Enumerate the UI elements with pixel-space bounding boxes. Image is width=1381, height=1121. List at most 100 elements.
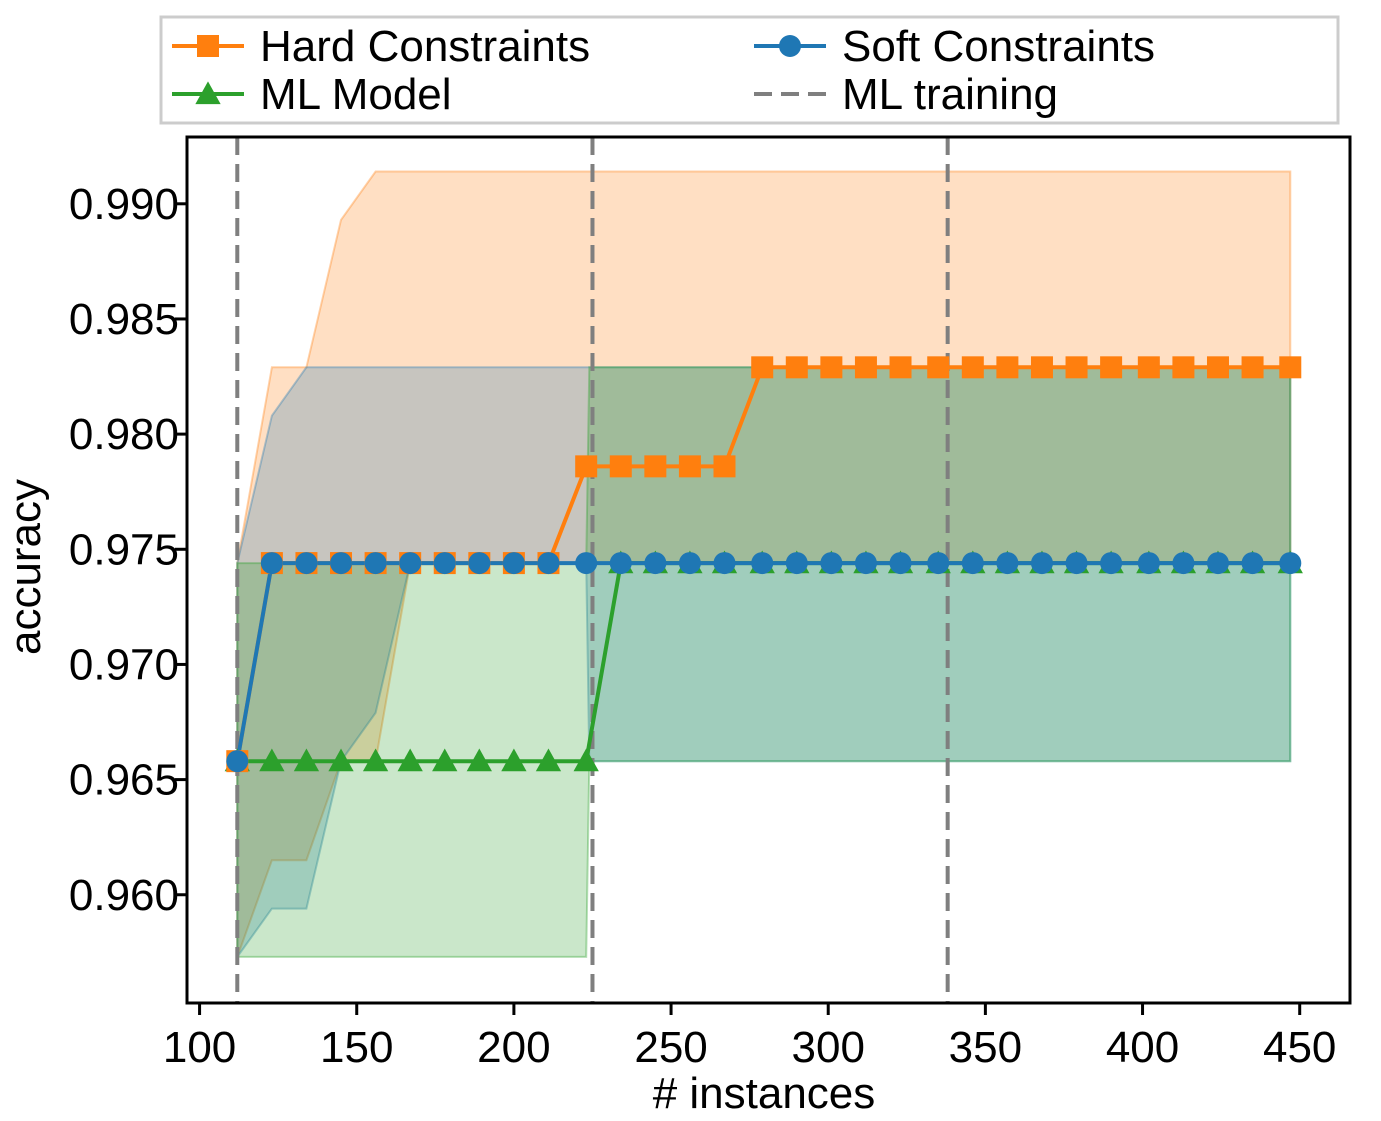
hard-constraints-point [1206,356,1229,379]
soft-constraints-point [399,552,422,575]
ml-model-point [573,748,599,772]
x-tick-label: 300 [792,1023,865,1072]
ml-model-point [328,748,354,772]
hard-constraints-point [854,356,877,379]
soft-constraints-point [1206,552,1229,575]
y-tick-label: 0.985 [69,295,179,344]
x-tick-label: 250 [634,1023,707,1072]
hard-constraints-point [785,356,808,379]
soft-constraints-point [820,552,843,575]
soft-constraints-point [927,552,950,575]
legend-marker [195,81,221,105]
legend-entry-ml-training: ML training [754,70,1058,119]
legend-label: ML Model [260,70,452,119]
ml-model-point [293,748,320,772]
soft-constraints-point [502,552,525,575]
x-tick-label: 450 [1263,1023,1336,1072]
x-tick-label: 400 [1106,1023,1179,1072]
legend-marker [779,35,801,57]
y-tick-label: 0.975 [69,525,179,574]
legend-label: Hard Constraints [260,22,590,71]
soft-constraints-point [1065,552,1088,575]
soft-constraints-point [961,552,984,575]
y-tick-label: 0.960 [69,871,179,920]
soft-constraints-point [468,552,491,575]
hard-constraints-point [1137,356,1160,379]
x-tick-label: 200 [477,1023,550,1072]
legend-marker [197,35,219,57]
y-tick-label: 0.980 [69,410,179,459]
soft-constraints-point [785,552,808,575]
y-tick-label: 0.990 [69,180,179,229]
ml-model-band [236,366,1292,958]
hard-constraints-point [575,455,598,478]
legend-label: Soft Constraints [842,22,1155,71]
soft-constraints-point [1030,552,1053,575]
ml-model-point [501,748,527,772]
ml-model-point [397,748,423,772]
soft-constraints-point [713,552,736,575]
hard-constraints-point [678,455,701,478]
ml-model-point [535,748,562,772]
soft-constraints-point [433,552,456,575]
x-tick-label: 100 [163,1023,236,1072]
soft-constraints-markers [226,552,1302,773]
hard-constraints-point [609,455,632,478]
hard-constraints-point [713,455,736,478]
hard-constraints-point [961,356,984,379]
soft-constraints-band [236,366,1292,961]
soft-constraints-point [330,552,353,575]
hard-constraints-point [889,356,912,379]
legend-entry-ml-model: ML Model [172,70,452,119]
soft-constraints-point [1100,552,1123,575]
soft-constraints-point [678,552,701,575]
legend-box [159,15,1340,125]
soft-constraints-point [1241,552,1264,575]
soft-constraints-point [226,750,249,773]
y-axis-label: accuracy [1,479,50,655]
hard-constraints-point [1065,356,1088,379]
ml-model-point [259,748,285,772]
ml-model-point [466,748,492,772]
soft-constraints-point [260,552,283,575]
soft-constraints-point [364,552,387,575]
soft-constraints-point [575,552,598,575]
ml-model-point [432,748,458,772]
soft-constraints-point [1137,552,1160,575]
hard-constraints-point [1172,356,1195,379]
soft-constraints-point [295,552,318,575]
hard-constraints-point [644,455,667,478]
y-tick-label: 0.965 [69,756,179,805]
hard-constraints-point [996,356,1019,379]
y-tick-label: 0.970 [69,640,179,689]
hard-constraints-point [1100,356,1123,379]
soft-constraints-point [1172,552,1195,575]
soft-constraints-point [609,552,632,575]
soft-constraints-point [854,552,877,575]
soft-constraints-point [644,552,667,575]
x-axis-label: # instances [653,1069,876,1116]
hard-constraints-point [820,356,843,379]
hard-constraints-point [1279,356,1302,379]
hard-constraints-point [927,356,950,379]
y-axis: 0.960 0.965 0.970 0.975 0.980 0.985 0.990 [69,180,187,920]
legend: Hard Constraints Soft Constraints ML Model… [159,15,1340,125]
soft-constraints-point [1279,552,1302,575]
legend-entry-hard-constraints: Hard Constraints [172,22,590,71]
legend-entry-soft-constraints: Soft Constraints [754,22,1155,71]
soft-constraints-point [996,552,1019,575]
hard-constraints-point [1030,356,1053,379]
ml-model-point [362,748,389,772]
x-tick-label: 350 [949,1023,1022,1072]
soft-constraints-point [751,552,774,575]
series-markers [224,356,1303,773]
soft-constraints-point [889,552,912,575]
soft-constraints-point [537,552,560,575]
legend-label: ML training [842,70,1058,119]
x-tick-label: 150 [320,1023,393,1072]
x-axis: 100 150 200 250 300 350 400 450 [163,1003,1336,1072]
hard-constraints-point [1241,356,1264,379]
plot-frame [185,135,1352,1005]
